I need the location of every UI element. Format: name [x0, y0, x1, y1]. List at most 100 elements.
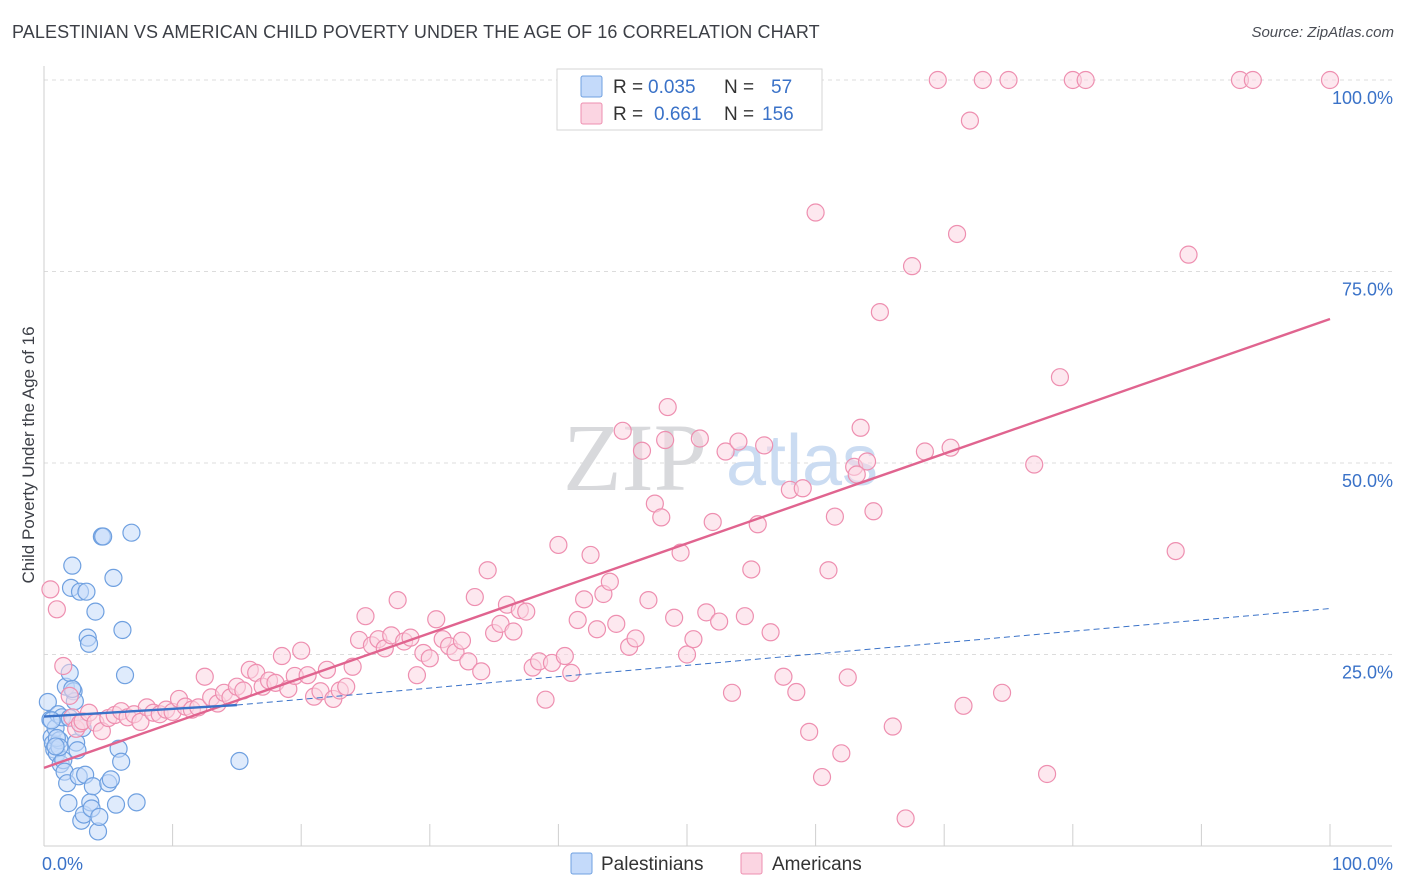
americans-point	[793, 479, 812, 498]
americans-point	[954, 696, 973, 715]
americans-point	[420, 649, 439, 668]
palestinians-point	[230, 751, 249, 771]
americans-point	[575, 590, 594, 609]
y-tick-labels: 25.0% 50.0% 75.0% 100.0%	[1332, 88, 1393, 683]
americans-point	[47, 600, 66, 619]
palestinians-point	[90, 807, 109, 826]
americans-point	[800, 722, 819, 741]
legend-americans-swatch	[740, 852, 763, 875]
americans-point	[388, 591, 407, 610]
americans-point	[427, 610, 446, 629]
y-tick-label: 75.0%	[1342, 280, 1393, 300]
source-label: Source: ZipAtlas.com	[1251, 24, 1394, 41]
americans-point	[992, 683, 1012, 702]
americans-point	[407, 666, 427, 685]
n-value-americans: 156	[762, 104, 794, 125]
n-label-americans: N =	[724, 104, 754, 125]
americans-point	[613, 421, 632, 440]
americans-point	[587, 620, 607, 639]
americans-point	[755, 436, 774, 455]
americans-point	[272, 646, 292, 666]
americans-point	[1243, 70, 1262, 90]
americans-point	[677, 645, 697, 664]
americans-point	[973, 70, 992, 90]
palestinians-point	[122, 523, 141, 542]
r-label-palestinians: R =	[613, 77, 643, 98]
legend-palestinians-swatch	[570, 852, 593, 875]
americans-point	[870, 302, 890, 322]
americans-point	[838, 668, 857, 687]
americans-point	[947, 224, 967, 244]
palestinians-point	[63, 556, 82, 575]
palestinians-points	[38, 523, 249, 841]
americans-points	[41, 70, 1340, 828]
americans-point	[568, 610, 587, 630]
palestinians-point	[79, 634, 99, 653]
r-label-americans: R =	[613, 104, 643, 125]
x-tick-labels: 0.0% 100.0%	[42, 854, 1393, 874]
r-value-americans: 0.661	[654, 104, 702, 125]
trend-lines	[43, 317, 1331, 770]
legend-americans-label: Americans	[772, 854, 862, 875]
palestinians-point	[83, 777, 102, 796]
americans-point	[896, 809, 915, 828]
americans-point	[1320, 70, 1340, 90]
y-tick-label: 50.0%	[1342, 471, 1393, 491]
americans-point	[857, 452, 877, 471]
americans-point	[555, 646, 574, 666]
americans-point	[722, 683, 742, 702]
x-tick-label: 0.0%	[42, 854, 83, 874]
americans-point	[864, 502, 883, 521]
americans-point	[356, 607, 375, 626]
americans-point	[504, 622, 523, 641]
americans-point	[600, 572, 619, 591]
americans-point	[639, 591, 658, 610]
americans-point	[703, 512, 722, 532]
americans-point	[999, 70, 1018, 90]
americans-point	[536, 690, 555, 709]
americans-point	[459, 652, 478, 671]
americans-point	[883, 717, 902, 736]
americans-point	[54, 656, 73, 676]
americans-point	[812, 767, 832, 787]
palestinians-point	[101, 770, 120, 789]
americans-point	[832, 744, 851, 763]
americans-point	[928, 70, 947, 90]
americans-point	[465, 587, 484, 607]
palestinians-point	[106, 795, 126, 814]
y-tick-label: 25.0%	[1342, 663, 1393, 683]
americans-point	[742, 560, 761, 579]
palestinians-point	[59, 794, 78, 813]
x-tick-label: 100.0%	[1332, 854, 1393, 874]
americans-point	[710, 612, 729, 631]
americans-point	[825, 507, 844, 526]
americans-point	[452, 631, 472, 650]
correlation-legend: R = 0.035 N = 57 R = 0.661 N = 156	[556, 68, 823, 131]
americans-point	[658, 397, 677, 417]
palestinians-point	[46, 737, 65, 756]
palestinians-point	[113, 620, 132, 640]
americans-point	[1166, 541, 1185, 561]
n-label-palestinians: N =	[724, 77, 754, 98]
palestinians-point	[127, 793, 146, 812]
americans-point	[819, 561, 838, 580]
americans-point	[562, 663, 581, 682]
palestinians-point	[86, 602, 105, 621]
r-value-palestinians: 0.035	[648, 77, 696, 98]
palestinians-point	[42, 711, 61, 730]
americans-point	[665, 608, 684, 627]
americans-point	[478, 561, 497, 580]
americans-point	[472, 662, 491, 681]
americans-point	[697, 603, 716, 622]
americans-point	[60, 686, 79, 705]
americans-point	[632, 441, 652, 460]
americans-point	[517, 602, 536, 621]
y-tick-label: 100.0%	[1332, 88, 1393, 108]
palestinians-point	[115, 666, 135, 685]
chart-title: PALESTINIAN VS AMERICAN CHILD POVERTY UN…	[12, 22, 820, 42]
americans-point	[1037, 764, 1057, 784]
americans-point	[656, 430, 675, 450]
legend-palestinians-label: Palestinians	[601, 854, 703, 875]
palestinians-trend-line	[43, 703, 237, 718]
